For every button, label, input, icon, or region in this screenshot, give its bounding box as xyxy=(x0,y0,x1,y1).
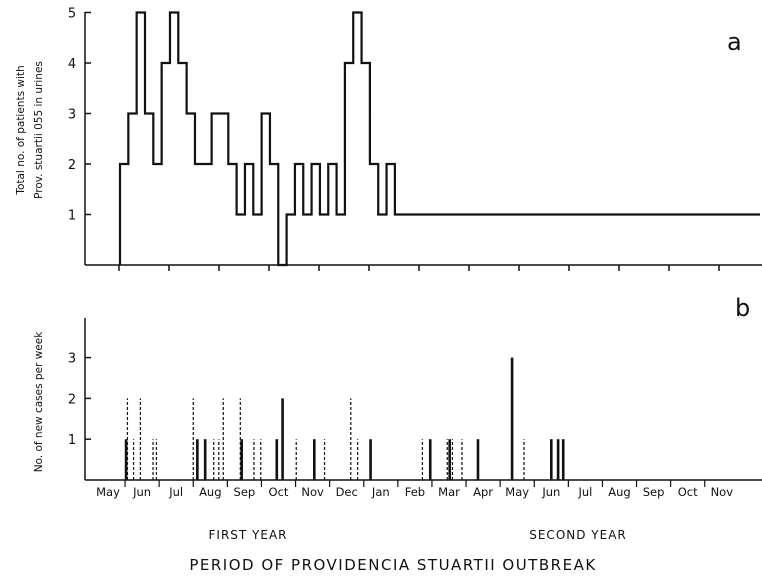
panel-b-ytick-label: 3 xyxy=(68,352,76,367)
panel-a-ytick-label: 5 xyxy=(68,7,76,22)
panel-b: b No. of new cases per week 1 2 3 May Jun Ju… xyxy=(33,294,762,499)
panel-b-month-label: Nov xyxy=(711,485,734,499)
panel-b-month-label: Aug xyxy=(608,485,630,499)
panel-a-ytick-label: 3 xyxy=(68,108,76,123)
first-year-label: FIRST YEAR xyxy=(209,528,288,542)
figure-title: PERIOD OF PROVIDENCIA STUARTII OUTBREAK xyxy=(189,556,596,574)
panel-a-ytick-label: 2 xyxy=(68,158,76,173)
panel-b-month-label: Sep xyxy=(643,485,665,499)
panel-a-ytick-label: 4 xyxy=(68,57,76,72)
panel-b-month-label: Nov xyxy=(301,485,324,499)
panel-a-letter: a xyxy=(727,28,742,56)
panel-b-ytick-label: 2 xyxy=(68,392,76,407)
panel-b-month-label: Jul xyxy=(577,485,592,499)
panel-a-ytick-label: 1 xyxy=(68,209,76,224)
panel-b-month-label: Jul xyxy=(168,485,183,499)
panel-b-ylabel: No. of new cases per week xyxy=(33,331,45,473)
panel-b-month-label: Sep xyxy=(234,485,256,499)
panel-b-month-label: May xyxy=(96,485,120,499)
panel-a-step-line xyxy=(118,11,760,267)
panel-b-month-label: May xyxy=(505,485,529,499)
panel-b-month-label: Oct xyxy=(678,485,698,499)
panel-b-month-label: Oct xyxy=(269,485,289,499)
panel-a-ylabel-line2: Prov. stuartii 055 in urines xyxy=(33,61,45,199)
panel-b-month-label: Jan xyxy=(371,485,390,499)
panel-b-month-label: Mar xyxy=(438,485,460,499)
panel-b-month-label: Feb xyxy=(405,485,425,499)
panel-b-ytick-label: 1 xyxy=(68,433,76,448)
panel-b-letter: b xyxy=(735,294,750,322)
panel-b-month-label: Dec xyxy=(336,485,358,499)
panel-b-month-label: Jun xyxy=(541,485,560,499)
panel-b-month-label: Jun xyxy=(132,485,151,499)
second-year-label: SECOND YEAR xyxy=(529,528,627,542)
panel-b-month-label: Aug xyxy=(199,485,221,499)
panel-a: a Total no. of patients with Prov. stuar… xyxy=(15,7,762,271)
panel-b-month-label: Apr xyxy=(473,485,493,499)
panel-a-ylabel-line1: Total no. of patients with xyxy=(15,65,27,195)
